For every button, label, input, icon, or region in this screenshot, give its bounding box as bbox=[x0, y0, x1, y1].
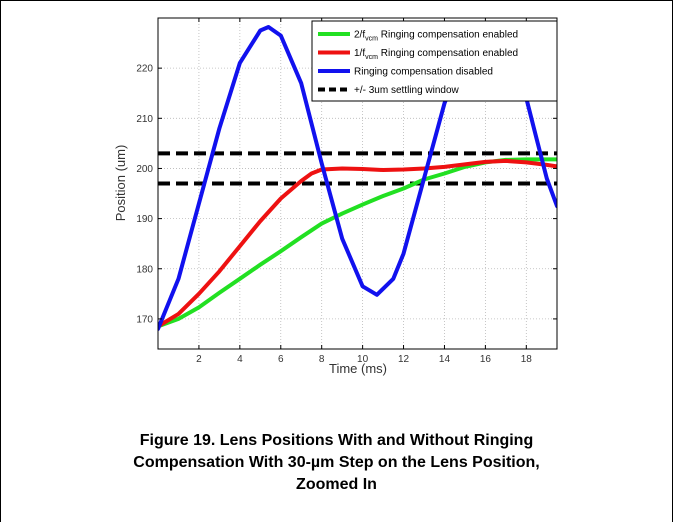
x-axis-label: Time (ms) bbox=[329, 361, 387, 376]
legend-label-4: +/- 3um settling window bbox=[354, 85, 460, 96]
y-tick-label: 210 bbox=[136, 114, 153, 125]
legend-label-1: 2/fvcm Ringing compensation enabled bbox=[354, 30, 518, 43]
x-tick-label: 14 bbox=[439, 354, 451, 365]
legend-label-3: Ringing compensation disabled bbox=[354, 67, 493, 78]
y-tick-label: 220 bbox=[136, 64, 153, 75]
y-tick-label: 170 bbox=[136, 314, 153, 325]
caption-line-1: Figure 19. Lens Positions With and Witho… bbox=[139, 432, 534, 449]
x-tick-label: 2 bbox=[196, 354, 202, 365]
x-tick-label: 6 bbox=[278, 354, 284, 365]
x-tick-label: 8 bbox=[319, 354, 325, 365]
figure-caption: Figure 19. Lens Positions With and Witho… bbox=[60, 430, 613, 496]
series-line-3 bbox=[158, 25, 478, 331]
caption-line-2: Compensation With 30-µm Step on the Lens… bbox=[133, 454, 540, 471]
x-tick-label: 16 bbox=[480, 354, 492, 365]
x-tick-label: 4 bbox=[237, 354, 243, 365]
legend-label-2: 1/fvcm Ringing compensation enabled bbox=[354, 48, 518, 61]
y-tick-label: 180 bbox=[136, 264, 153, 275]
y-tick-label: 190 bbox=[136, 214, 153, 225]
ticks: 2 4 6 8 10 12 14 16 18 170 180 190 200 210 220 bbox=[136, 18, 557, 365]
caption-line-3: Zoomed In bbox=[296, 476, 377, 493]
lens-position-chart: 2 4 6 8 10 12 14 16 18 170 180 190 200 210 220 Time (m… bbox=[113, 17, 558, 376]
plot-border bbox=[157, 17, 558, 350]
x-tick-label: 10 bbox=[357, 354, 369, 365]
legend: 2/fvcm Ringing compensation enabled 1/fvc… bbox=[311, 20, 558, 102]
y-tick-label: 200 bbox=[136, 164, 153, 175]
y-axis-label: Position (um) bbox=[113, 145, 128, 222]
x-tick-label: 12 bbox=[398, 354, 410, 365]
legend-box bbox=[311, 20, 558, 102]
series-line-2 bbox=[158, 158, 557, 329]
x-tick-label: 18 bbox=[521, 354, 533, 365]
